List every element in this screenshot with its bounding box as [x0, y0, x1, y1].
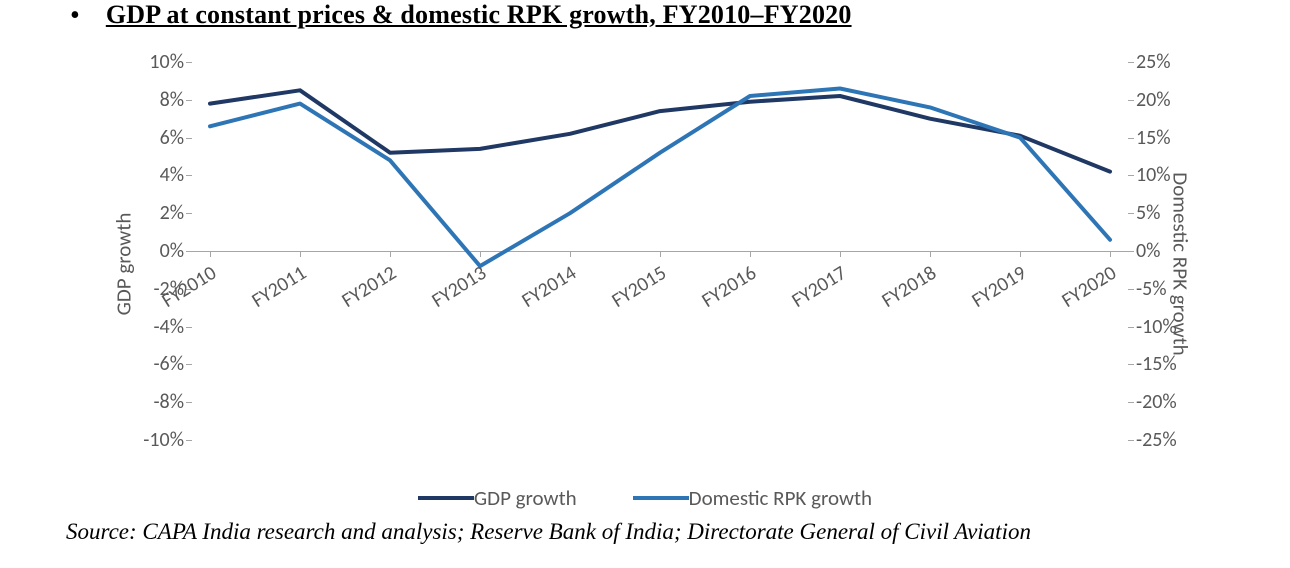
- y-right-tickmark: [1128, 402, 1134, 403]
- y-left-tick: 6%: [124, 128, 192, 148]
- x-tickmark: [390, 251, 391, 257]
- y-right-tick: 15%: [1128, 128, 1171, 148]
- y-left-tick: -8%: [124, 392, 192, 412]
- y-left-tickmark: [186, 440, 192, 441]
- y-left-tickmark: [186, 327, 192, 328]
- x-tickmark: [660, 251, 661, 257]
- y-right-tick: 10%: [1128, 165, 1171, 185]
- page-title: GDP at constant prices & domestic RPK gr…: [106, 0, 852, 30]
- y-left-tick: 2%: [124, 203, 192, 223]
- y-right-tick: -10%: [1128, 317, 1177, 337]
- plot-area: 10%8%6%4%2%0%-2%-4%-6%-8%-10%25%20%15%10…: [192, 62, 1128, 440]
- y-left-tickmark: [186, 138, 192, 139]
- y-left-tick: -6%: [124, 354, 192, 374]
- title-row: • GDP at constant prices & domestic RPK …: [30, 0, 1260, 30]
- y-left-tick: 10%: [124, 52, 192, 72]
- y-right-tickmark: [1128, 289, 1134, 290]
- legend-label: GDP growth: [474, 485, 577, 511]
- x-tickmark: [480, 251, 481, 257]
- y-left-tickmark: [186, 213, 192, 214]
- y-right-tick: -15%: [1128, 354, 1177, 374]
- y-right-tickmark: [1128, 213, 1134, 214]
- y-right-tickmark: [1128, 440, 1134, 441]
- y-left-tickmark: [186, 62, 192, 63]
- x-tickmark: [1110, 251, 1111, 257]
- y-left-tickmark: [186, 364, 192, 365]
- legend-item: Domestic RPK growth: [633, 485, 872, 511]
- y-left-tickmark: [186, 175, 192, 176]
- legend: GDP growth Domestic RPK growth: [30, 480, 1260, 511]
- y-right-tickmark: [1128, 327, 1134, 328]
- x-tickmark: [570, 251, 571, 257]
- source-line: Source: CAPA India research and analysis…: [30, 519, 1260, 545]
- x-tickmark: [210, 251, 211, 257]
- y-left-tick: 8%: [124, 90, 192, 110]
- legend-swatch: [418, 496, 474, 500]
- bullet-icon: •: [70, 0, 80, 30]
- chart: GDP growth Domestic RPK growth 10%8%6%4%…: [130, 54, 1200, 474]
- y-right-tick: -20%: [1128, 392, 1177, 412]
- y-right-tickmark: [1128, 364, 1134, 365]
- x-tickmark: [750, 251, 751, 257]
- y-left-tick: 0%: [124, 241, 192, 261]
- y-left-tickmark: [186, 402, 192, 403]
- legend-label: Domestic RPK growth: [689, 485, 872, 511]
- x-tickmark: [930, 251, 931, 257]
- page: • GDP at constant prices & domestic RPK …: [0, 0, 1290, 568]
- y-right-tickmark: [1128, 62, 1134, 63]
- y-right-tickmark: [1128, 251, 1134, 252]
- y-right-tick: 20%: [1128, 90, 1171, 110]
- y-left-tick: 4%: [124, 165, 192, 185]
- y-right-tickmark: [1128, 100, 1134, 101]
- x-tickmark: [300, 251, 301, 257]
- y-right-tickmark: [1128, 138, 1134, 139]
- y-left-tickmark: [186, 100, 192, 101]
- series-line: [210, 89, 1110, 267]
- legend-swatch: [633, 496, 689, 500]
- y-right-tickmark: [1128, 175, 1134, 176]
- y-right-tick: -25%: [1128, 430, 1177, 450]
- y-left-tickmark: [186, 251, 192, 252]
- y-right-tick: 25%: [1128, 52, 1171, 72]
- x-tickmark: [840, 251, 841, 257]
- y-left-tick: -10%: [124, 430, 192, 450]
- y-left-tick: -4%: [124, 317, 192, 337]
- x-tickmark: [1020, 251, 1021, 257]
- legend-item: GDP growth: [418, 485, 577, 511]
- y-axis-left-label: GDP growth: [110, 213, 136, 316]
